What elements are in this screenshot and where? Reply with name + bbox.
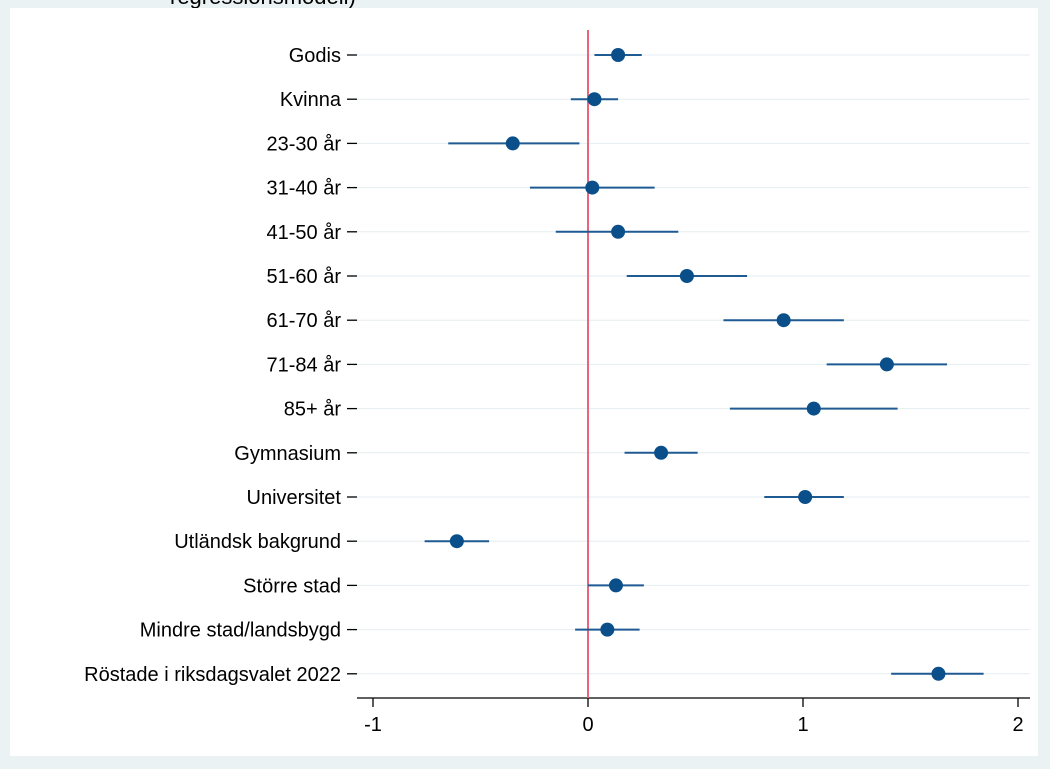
y-tick-label: 51-60 år xyxy=(267,266,342,288)
y-tick-label: 71-84 år xyxy=(267,354,342,376)
estimate-marker xyxy=(654,445,669,460)
estimate-marker xyxy=(798,490,813,504)
y-tick-label: 61-70 år xyxy=(267,310,342,332)
x-tick-label: 1 xyxy=(797,714,808,736)
estimate-marker xyxy=(879,357,894,372)
y-tick-label: 85+ år xyxy=(284,399,342,421)
y-tick-label: Utländsk bakgrund xyxy=(174,531,341,553)
mark-layer xyxy=(424,48,984,681)
x-tick-label: -1 xyxy=(364,714,382,736)
estimate-marker xyxy=(585,180,600,195)
estimate-marker xyxy=(679,269,694,283)
estimate-marker xyxy=(611,48,626,62)
estimate-marker xyxy=(931,666,946,681)
estimate-marker xyxy=(608,578,623,593)
y-tick-label: Större stad xyxy=(243,575,341,597)
y-tick-label: Universitet xyxy=(247,487,342,509)
axis-layer: Godis Kvinna 23-30 år 31-40 år 41-50 år 51-60… xyxy=(84,45,1030,736)
estimate-marker xyxy=(449,534,464,549)
y-tick-label: Godis xyxy=(289,45,341,67)
x-tick-label: 0 xyxy=(582,714,593,736)
y-tick-label: 23-30 år xyxy=(267,133,342,155)
estimate-marker xyxy=(505,136,520,151)
y-tick-label: Kvinna xyxy=(280,89,342,111)
y-tick-label: Mindre stad/landsbygd xyxy=(140,620,341,642)
header-fragment: regressionsmodell) xyxy=(170,0,356,9)
y-tick-label: Röstade i riksdagsvalet 2022 xyxy=(84,664,341,686)
estimate-marker xyxy=(600,622,615,637)
y-tick-label: 41-50 år xyxy=(267,222,342,244)
estimate-marker xyxy=(587,92,602,107)
estimate-marker xyxy=(806,401,821,416)
estimate-marker xyxy=(776,313,791,328)
x-tick-label: 2 xyxy=(1012,714,1023,736)
y-tick-label: 31-40 år xyxy=(267,178,342,200)
plot-area xyxy=(10,8,1038,756)
y-tick-label: Gymnasium xyxy=(234,443,341,465)
estimate-marker xyxy=(611,224,626,239)
